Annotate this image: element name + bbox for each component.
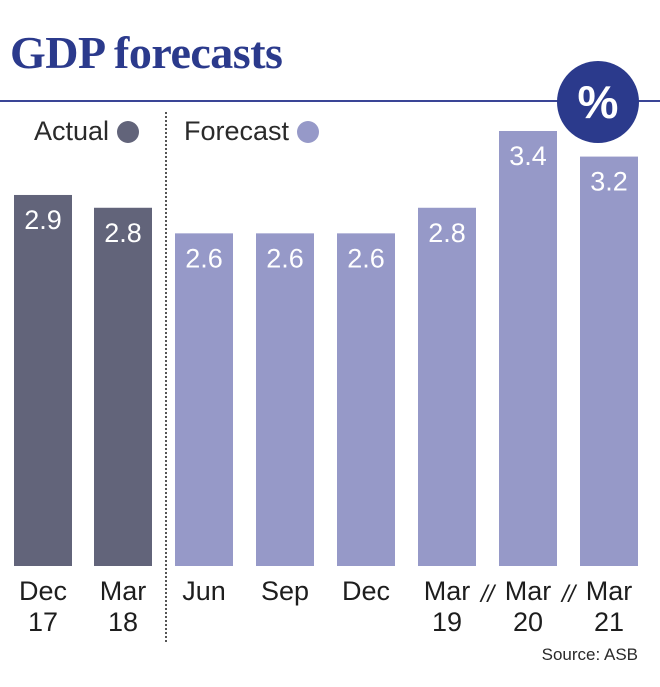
bar-4 — [337, 233, 395, 566]
category-label-7-0: Mar — [586, 576, 633, 606]
value-label-6: 3.4 — [509, 141, 547, 171]
category-label-0-1: 17 — [28, 607, 58, 637]
axis-break-1: // — [560, 581, 578, 608]
category-label-5-1: 19 — [432, 607, 462, 637]
bar-3 — [256, 233, 314, 566]
category-label-7-1: 21 — [594, 607, 624, 637]
value-label-4: 2.6 — [347, 243, 385, 273]
value-label-2: 2.6 — [185, 243, 223, 273]
percent-unit-badge: % — [557, 61, 639, 143]
value-label-3: 2.6 — [266, 243, 304, 273]
legend-forecast-label: Forecast — [184, 116, 290, 146]
category-label-0-0: Dec — [19, 576, 67, 606]
bar-5 — [418, 207, 476, 566]
bar-7 — [580, 156, 638, 566]
category-label-6-0: Mar — [505, 576, 552, 606]
bar-0 — [14, 194, 72, 566]
legend-forecast-swatch — [297, 120, 320, 143]
category-label-3-0: Sep — [261, 576, 309, 606]
category-label-5-0: Mar — [424, 576, 471, 606]
title-rule — [0, 100, 660, 102]
bar-6 — [499, 131, 557, 566]
value-label-5: 2.8 — [428, 218, 466, 248]
bar-1 — [94, 207, 152, 566]
actual-forecast-divider — [165, 112, 167, 642]
value-label-0: 2.9 — [24, 205, 62, 235]
category-label-4-0: Dec — [342, 576, 390, 606]
category-label-1-1: 18 — [108, 607, 138, 637]
chart-title: GDP forecasts — [10, 27, 283, 78]
value-label-1: 2.8 — [104, 218, 142, 248]
legend-forecast: Forecast — [184, 116, 320, 147]
source-note: Source: ASB — [541, 645, 638, 664]
legend-actual-label: Actual — [34, 116, 110, 146]
axis-break-0: // — [479, 581, 497, 608]
legend-actual-swatch — [117, 120, 140, 143]
category-label-2-0: Jun — [182, 576, 226, 606]
category-label-6-1: 20 — [513, 607, 543, 637]
bar-2 — [175, 233, 233, 566]
category-label-1-0: Mar — [100, 576, 147, 606]
value-label-7: 3.2 — [590, 167, 628, 197]
legend-actual: Actual — [34, 116, 140, 147]
